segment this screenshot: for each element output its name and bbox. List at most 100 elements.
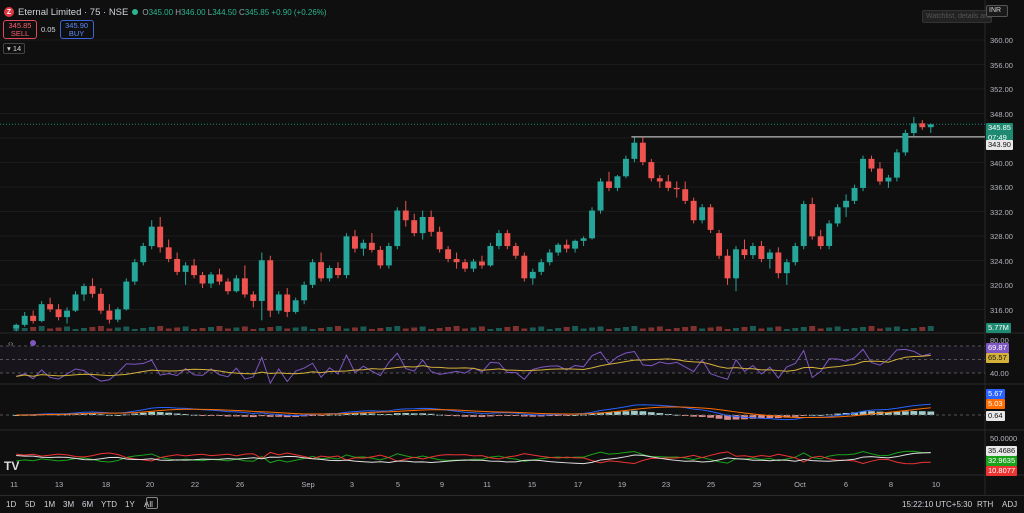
volume-bar <box>665 329 672 331</box>
candle-body <box>30 315 37 321</box>
volume-bar <box>411 327 418 331</box>
candle-body <box>148 226 155 247</box>
candle-body <box>445 249 452 259</box>
dmi-axis-label: 50.0000 <box>990 434 1018 443</box>
volume-bar <box>267 327 274 331</box>
candle-body <box>775 252 782 274</box>
candle-body <box>893 152 900 178</box>
candle-body <box>402 210 409 221</box>
volume-bar <box>893 326 900 331</box>
volume-bar <box>114 327 121 331</box>
watchlist-search[interactable]: Watchlist, details and news <box>922 10 992 23</box>
candle-body <box>910 123 917 134</box>
candle-body <box>648 162 655 179</box>
range-button-5d[interactable]: 5D <box>25 500 36 509</box>
candle-body <box>555 244 562 253</box>
candle-body <box>21 315 28 325</box>
candle-body <box>707 207 714 230</box>
candle-body <box>512 246 519 256</box>
range-button-1d[interactable]: 1D <box>6 500 17 509</box>
macd-histogram-bar <box>131 413 139 415</box>
candle-body <box>724 255 731 279</box>
volume-bar <box>241 326 248 331</box>
candle-body <box>131 262 138 282</box>
volume-bar <box>656 326 663 331</box>
volume-bar <box>216 326 223 331</box>
macd-histogram-bar <box>461 415 469 417</box>
candle-body <box>191 265 198 276</box>
candle-body <box>436 231 443 250</box>
volume-bar <box>275 326 282 331</box>
macd-histogram-bar <box>453 415 460 417</box>
volume-bar <box>436 328 443 331</box>
indicator-period-badge[interactable]: ▾ 14 <box>3 43 26 54</box>
volume-bar <box>555 328 562 331</box>
macd-histogram-bar <box>114 414 122 416</box>
rsi-tag: 69.87 <box>986 343 1009 353</box>
macd-histogram-bar <box>393 413 401 415</box>
spread-value: 0.05 <box>41 25 56 34</box>
volume-bar <box>292 327 299 331</box>
volume-bar <box>529 327 536 331</box>
time-axis-label: 11 <box>483 480 491 489</box>
price-axis-label: 348.00 <box>990 109 1013 119</box>
macd-histogram-bar <box>791 415 799 417</box>
candle-body <box>123 281 130 310</box>
volume-bar <box>385 327 392 331</box>
candle-body <box>682 189 689 201</box>
trade-buttons: 345.85 SELL 0.05 345.90 BUY <box>3 20 94 39</box>
symbol-title[interactable]: Eternal Limited · 75 · NSE <box>18 6 129 18</box>
buy-button[interactable]: 345.90 BUY <box>59 20 94 39</box>
range-button-3m[interactable]: 3M <box>63 500 75 509</box>
volume-bar <box>47 328 54 331</box>
volume-bar <box>38 326 45 331</box>
volume-bar <box>81 328 87 331</box>
volume-bar <box>89 327 96 331</box>
range-button-1y[interactable]: 1Y <box>125 500 135 509</box>
candle-body <box>809 204 816 237</box>
candle-body <box>258 260 265 301</box>
candle-body <box>927 124 934 128</box>
macd-histogram-bar <box>597 412 604 415</box>
macd-histogram-bar <box>478 415 486 417</box>
candle-body <box>919 123 926 128</box>
macd-histogram-bar <box>868 411 875 415</box>
volume-bar <box>258 328 265 331</box>
range-button-6m[interactable]: 6M <box>82 500 94 509</box>
range-button-all[interactable]: All <box>144 500 153 509</box>
candle-body <box>81 286 87 295</box>
macd-histogram-bar <box>893 411 901 415</box>
macd-histogram-bar <box>12 415 20 416</box>
candle-body <box>343 236 350 276</box>
candle-body <box>504 233 511 247</box>
macd-histogram-bar <box>233 415 240 417</box>
macd-histogram-bar <box>732 415 740 420</box>
time-axis-label: 11 <box>10 480 18 489</box>
volume-bar <box>140 328 147 331</box>
candle-body <box>233 278 240 292</box>
candle-body <box>876 168 883 182</box>
volume-bar <box>563 327 570 331</box>
candle-body <box>597 181 604 211</box>
range-button-1m[interactable]: 1M <box>44 500 56 509</box>
session-toggle[interactable]: RTH <box>977 500 994 509</box>
currency-select[interactable]: INR <box>986 5 1008 17</box>
volume-bar <box>182 326 189 331</box>
candle-body <box>495 233 502 247</box>
macd-histogram-bar <box>427 413 435 415</box>
volume-bar <box>394 326 401 331</box>
range-button-ytd[interactable]: YTD <box>101 500 117 509</box>
volume-bar <box>377 328 384 331</box>
macd-histogram-bar <box>817 414 825 416</box>
adjust-toggle[interactable]: ADJ <box>1002 500 1018 509</box>
time-axis-label: 15 <box>527 480 537 489</box>
macd-histogram-bar <box>614 411 621 415</box>
time-axis-label: 17 <box>573 480 583 489</box>
candle-body <box>394 210 401 247</box>
macd-histogram-bar <box>216 415 223 417</box>
candle-body <box>529 271 536 279</box>
calendar-icon[interactable] <box>146 497 158 509</box>
macd-histogram-bar <box>139 412 147 415</box>
sell-button[interactable]: 345.85 SELL <box>3 20 37 39</box>
